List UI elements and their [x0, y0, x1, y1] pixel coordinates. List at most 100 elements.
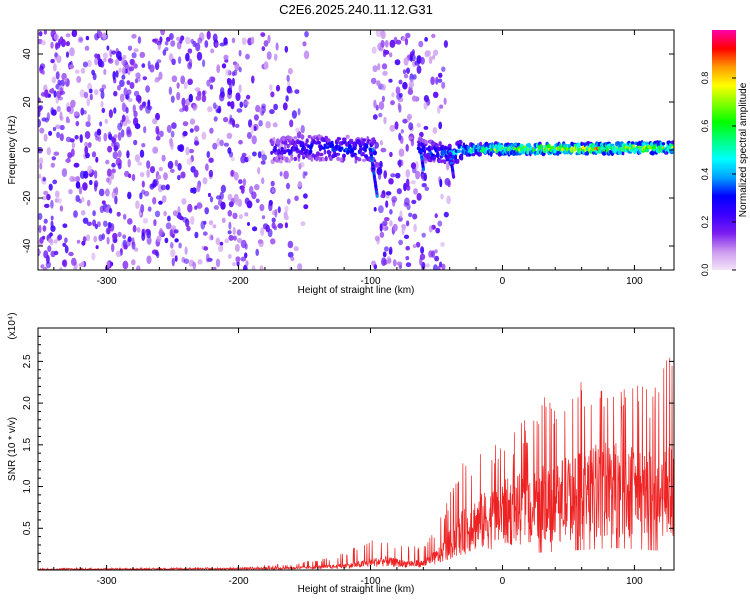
heatmap-cell: [297, 157, 301, 162]
heatmap-cell: [325, 145, 330, 150]
heatmap-cell: [379, 231, 385, 238]
heatmap-cell: [284, 140, 288, 145]
heatmap-cell: [117, 231, 122, 238]
heatmap-cell: [253, 114, 259, 121]
heatmap-cell: [471, 153, 476, 157]
heatmap-cell: [131, 259, 136, 266]
heatmap-cell: [59, 205, 64, 212]
heatmap-cell: [38, 105, 44, 111]
x-tick-label: -100: [361, 276, 381, 287]
heatmap-cell: [238, 49, 242, 57]
heatmap-cell: [277, 223, 284, 229]
heatmap-cell: [447, 180, 451, 188]
heatmap-cell: [39, 127, 45, 134]
heatmap-cell: [176, 36, 181, 42]
heatmap-cell: [53, 151, 60, 156]
heatmap-cell: [350, 149, 355, 154]
heatmap-cell: [140, 204, 145, 213]
heatmap-cell: [111, 162, 116, 168]
heatmap-cell: [259, 265, 264, 270]
heatmap-cell: [40, 264, 45, 269]
heatmap-cells: [38, 30, 674, 270]
heatmap-cell: [208, 220, 214, 226]
heatmap-cell: [41, 196, 47, 201]
heatmap-cell: [341, 140, 345, 145]
heatmap-cell: [50, 162, 55, 168]
heatmap-cell: [210, 48, 215, 54]
heatmap-cell: [137, 95, 142, 104]
heatmap-cell: [153, 78, 160, 83]
heatmap-cell: [403, 57, 409, 66]
heatmap-cell: [92, 210, 96, 217]
heatmap-cell: [113, 90, 118, 97]
heatmap-cell: [178, 242, 182, 249]
heatmap-cell: [259, 204, 265, 212]
heatmap-cell: [630, 141, 635, 146]
heatmap-cell: [432, 127, 438, 134]
heatmap-cell: [376, 80, 381, 87]
heatmap-cell: [141, 101, 146, 109]
heatmap-cell: [103, 68, 107, 75]
heatmap-cell: [583, 142, 587, 148]
heatmap-cell: [224, 238, 229, 244]
heatmap-cell: [380, 194, 385, 198]
heatmap-cell: [94, 131, 98, 138]
heatmap-cell: [210, 234, 214, 241]
heatmap-cell: [182, 130, 188, 137]
heatmap-cell: [248, 119, 253, 128]
heatmap-cell: [59, 267, 63, 270]
heatmap-cell: [208, 157, 214, 163]
heatmap-cell: [300, 134, 305, 140]
heatmap-cell: [231, 37, 236, 44]
heatmap-cell: [377, 63, 381, 71]
heatmap-cell: [122, 260, 129, 270]
heatmap-cell: [219, 42, 226, 47]
heatmap-cell: [98, 188, 105, 197]
heatmap-cell: [141, 63, 146, 68]
heatmap-cell: [117, 122, 122, 131]
heatmap-cell: [48, 130, 53, 136]
heatmap-cell: [221, 217, 226, 223]
heatmap-cell: [408, 122, 414, 131]
heatmap-cell: [161, 195, 167, 203]
heatmap-cell: [384, 217, 390, 222]
heatmap-cell: [134, 154, 141, 163]
heatmap-cell: [170, 242, 174, 249]
heatmap-cell: [167, 215, 171, 222]
heatmap-cell: [43, 30, 48, 35]
heatmap-cell: [165, 36, 171, 42]
heatmap-cell: [388, 248, 392, 255]
heatmap-cell: [228, 234, 234, 241]
heatmap-cell: [38, 212, 43, 221]
heatmap-cell: [102, 32, 107, 40]
heatmap-cell: [187, 62, 193, 70]
heatmap-cell: [296, 149, 300, 154]
heatmap-cell: [323, 149, 327, 155]
heatmap-cell: [375, 30, 382, 37]
heatmap-cell: [227, 101, 232, 107]
heatmap-cell: [111, 243, 115, 253]
heatmap-cell: [49, 88, 54, 94]
heatmap-cell: [290, 155, 294, 161]
heatmap-cell: [131, 33, 137, 39]
heatmap-cell: [277, 206, 281, 214]
heatmap-cell: [398, 148, 405, 157]
heatmap-cell: [238, 179, 243, 185]
heatmap-cell: [117, 150, 122, 158]
heatmap-cell: [163, 210, 167, 217]
heatmap-cell: [443, 159, 447, 165]
heatmap-cell: [273, 53, 278, 61]
heatmap-cell: [238, 214, 243, 220]
heatmap-cell: [94, 183, 98, 192]
heatmap-cell: [271, 217, 276, 223]
heatmap-cell: [181, 198, 187, 205]
heatmap-cell: [133, 48, 139, 53]
heatmap-cell: [441, 144, 445, 148]
heatmap-cell: [80, 107, 85, 116]
heatmap-cell: [194, 87, 201, 92]
heatmap-cell: [336, 152, 341, 156]
heatmap-cell: [265, 121, 271, 129]
heatmap-cell: [423, 102, 428, 110]
heatmap-cell: [372, 150, 377, 156]
